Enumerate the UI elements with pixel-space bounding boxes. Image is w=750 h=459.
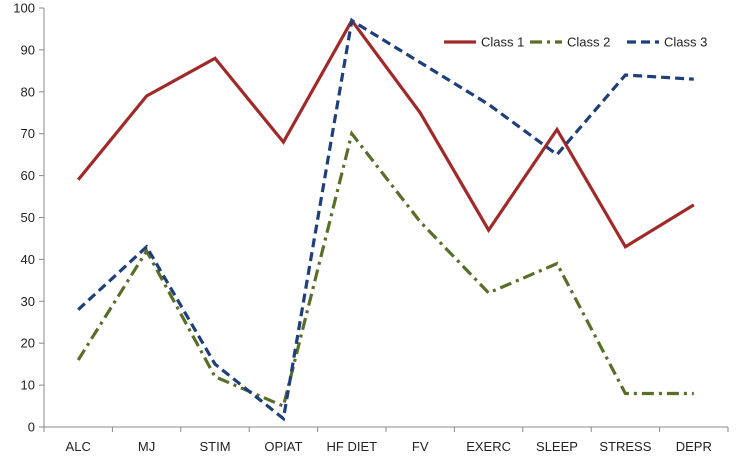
- legend-label-3: Class 3: [664, 35, 707, 50]
- y-tick-label: 70: [21, 126, 35, 141]
- x-tick-label: SLEEP: [536, 439, 578, 454]
- x-tick-label: EXERC: [466, 439, 511, 454]
- x-tick-label: DEPR: [676, 439, 712, 454]
- x-tick-label: OPIAT: [264, 439, 302, 454]
- y-tick-labels: 0 10 20 30 40 50 60 70 80 90 100: [13, 1, 35, 435]
- y-tick-label: 50: [21, 210, 35, 225]
- y-tick-label: 30: [21, 294, 35, 309]
- legend-label-2: Class 2: [567, 35, 610, 50]
- y-tick-label: 60: [21, 168, 35, 183]
- y-tick-label: 90: [21, 42, 35, 57]
- axes: [39, 7, 729, 432]
- x-tick-label: MJ: [138, 439, 155, 454]
- series-line-3: [77, 18, 694, 422]
- y-tick-label: 10: [21, 378, 35, 393]
- x-tick-label: ALC: [66, 439, 91, 454]
- x-tick-label: FV: [412, 439, 429, 454]
- series-line-1: [76, 17, 695, 250]
- y-tick-label: 100: [13, 1, 35, 16]
- series-line-2: [76, 130, 694, 409]
- x-tick-label: STRESS: [599, 439, 651, 454]
- y-tick-label: 20: [21, 336, 35, 351]
- x-tick-label: HF DIET: [327, 439, 378, 454]
- x-tick-label: STIM: [199, 439, 230, 454]
- y-tick-label: 40: [21, 252, 35, 267]
- series-lines: [76, 17, 695, 422]
- y-tick-label: 80: [21, 84, 35, 99]
- legend: Class 1 Class 2 Class 3: [444, 35, 707, 50]
- x-tick-labels: ALC MJ STIM OPIAT HF DIET FV EXERC SLEEP STRESS D…: [66, 439, 712, 454]
- legend-label-1: Class 1: [481, 35, 524, 50]
- y-tick-label: 0: [28, 420, 35, 435]
